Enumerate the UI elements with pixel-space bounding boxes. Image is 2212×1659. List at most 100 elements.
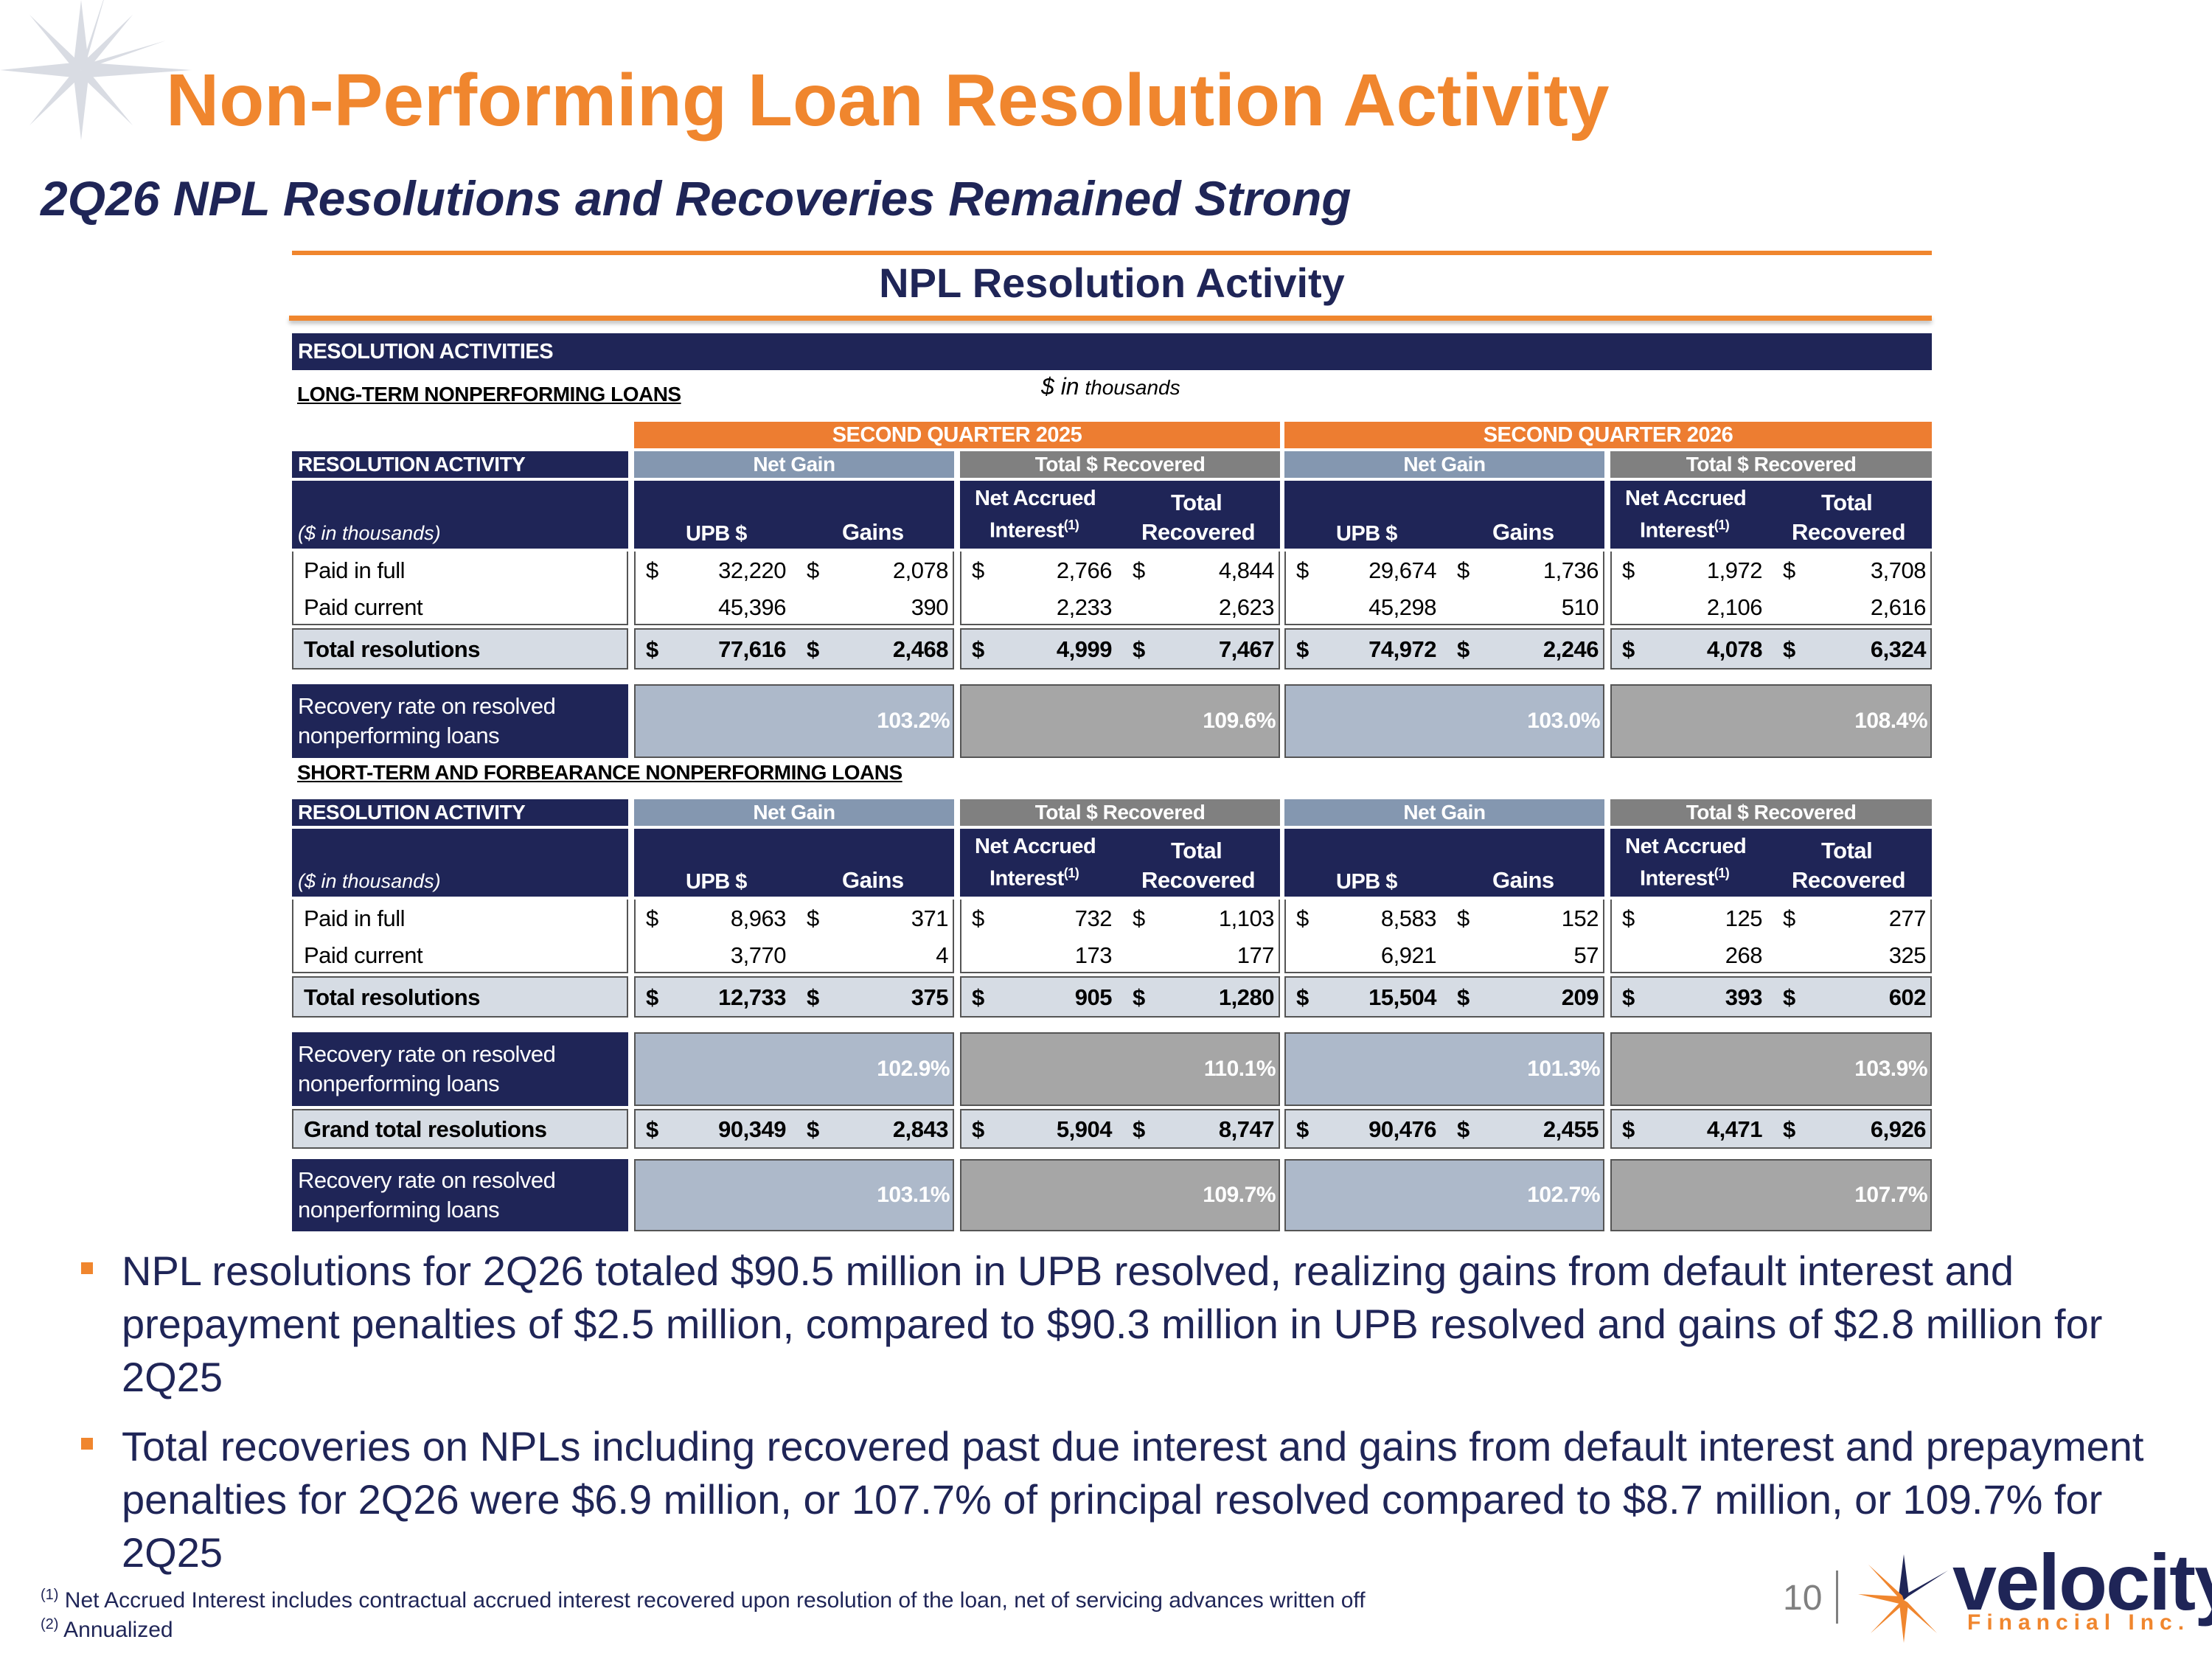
footnote-1: (1) Net Accrued Interest includes contra… bbox=[41, 1587, 1366, 1613]
dollar-sign: $ bbox=[1296, 1116, 1309, 1142]
resolution-activity-header: RESOLUTION ACTIVITY bbox=[292, 799, 628, 826]
dollar-sign: $ bbox=[1457, 557, 1470, 583]
recovery-rate-cell: 109.6% bbox=[960, 684, 1280, 758]
dollar-sign: $ bbox=[1783, 636, 1795, 662]
total-row-label-cell bbox=[292, 628, 628, 669]
total-row-value: 4,078 bbox=[1706, 636, 1763, 662]
table-row-value: 177 bbox=[1237, 942, 1275, 968]
recovery-rate-cell: 107.7% bbox=[1610, 1159, 1932, 1231]
interest-header: Interest(1) bbox=[1640, 518, 1730, 543]
total-row-value: 74,972 bbox=[1368, 636, 1436, 662]
logo-wordmark: velocity bbox=[1952, 1537, 2212, 1627]
recovery-rate-value: 102.7% bbox=[1527, 1183, 1600, 1207]
net-gain-header: Net Gain bbox=[634, 451, 954, 478]
footnote-1-mark: (1) bbox=[41, 1587, 59, 1603]
detail-rows-label-cell bbox=[292, 900, 628, 973]
recovery-rate-value: 110.1% bbox=[1203, 1057, 1276, 1081]
table-row-value: 8,963 bbox=[730, 905, 787, 931]
gains-column-header: Gains bbox=[1492, 867, 1554, 893]
total-row-value: 15,504 bbox=[1368, 984, 1436, 1010]
recovery-label-line: nonperforming loans bbox=[298, 723, 500, 748]
table-row-value: 1,736 bbox=[1543, 557, 1599, 583]
footnote-ref: (1) bbox=[1714, 866, 1730, 880]
total-recovered-header: Total $ Recovered bbox=[960, 799, 1280, 826]
recovery-rate-label: Recovery rate on resolved nonperforming l… bbox=[292, 1032, 628, 1106]
table-row-value: 510 bbox=[1561, 594, 1599, 620]
column-header-bg bbox=[1610, 481, 1932, 549]
table-row-value: 1,972 bbox=[1706, 557, 1763, 583]
table-row-value: 57 bbox=[1573, 942, 1599, 968]
recovery-rate-value: 103.9% bbox=[1854, 1057, 1927, 1081]
table-row-value: 732 bbox=[1074, 905, 1113, 931]
net-accrued-header: Net Accrued bbox=[975, 487, 1096, 510]
grand-total-row-value: 8,747 bbox=[1218, 1116, 1275, 1142]
total-row-value-cell bbox=[1610, 976, 1932, 1018]
footnote-ref: (1) bbox=[1063, 866, 1079, 880]
total-row-value: 1,280 bbox=[1218, 984, 1275, 1010]
bullet-item: Total recoveries on NPLs including recov… bbox=[81, 1420, 2205, 1579]
total-row-value: 6,324 bbox=[1870, 636, 1927, 662]
units-small: thousands bbox=[1079, 376, 1180, 399]
total-row-value: 7,467 bbox=[1218, 636, 1275, 662]
interest-label: Interest bbox=[990, 518, 1064, 543]
table-row-value: 2,233 bbox=[1056, 594, 1113, 620]
quarter-2026-header: SECOND QUARTER 2026 bbox=[1284, 422, 1932, 448]
dollar-sign: $ bbox=[1133, 905, 1145, 931]
detail-rows-value-cell bbox=[960, 900, 1280, 973]
total-row-value: 375 bbox=[911, 984, 949, 1010]
recovery-rate-value: 109.7% bbox=[1203, 1183, 1276, 1207]
recovery-rate-value: 108.4% bbox=[1854, 709, 1927, 733]
bullet-square-icon bbox=[81, 1262, 93, 1274]
column-header-bg bbox=[634, 829, 954, 897]
dollar-sign: $ bbox=[1133, 557, 1145, 583]
footnote-ref: (1) bbox=[1063, 518, 1079, 532]
total-row-label: Total resolutions bbox=[304, 984, 480, 1010]
recovery-rate-value: 101.3% bbox=[1527, 1057, 1600, 1081]
bullet-text: Total recoveries on NPLs including recov… bbox=[122, 1423, 2144, 1576]
dollar-sign: $ bbox=[1296, 636, 1309, 662]
interest-header: Interest(1) bbox=[990, 518, 1079, 543]
quarter-2025-header: SECOND QUARTER 2025 bbox=[634, 422, 1280, 448]
grand-total-row-value-cell bbox=[960, 1109, 1280, 1149]
column-header-bg bbox=[1284, 481, 1604, 549]
grand-total-row-label-cell bbox=[292, 1109, 628, 1149]
dollar-sign: $ bbox=[1296, 984, 1309, 1010]
table-row-value: 3,770 bbox=[730, 942, 787, 968]
footnote-ref: (1) bbox=[1714, 518, 1730, 532]
recovery-rate-cell: 109.7% bbox=[960, 1159, 1280, 1231]
grand-total-row-value: 4,471 bbox=[1706, 1116, 1763, 1142]
dollar-sign: $ bbox=[1783, 905, 1795, 931]
grand-total-row-value-cell bbox=[1610, 1109, 1932, 1149]
dollar-sign: $ bbox=[807, 1116, 819, 1142]
detail-rows-value-cell bbox=[634, 552, 954, 625]
recovery-rate-value: 103.0% bbox=[1527, 709, 1600, 733]
table-row-value: 29,674 bbox=[1368, 557, 1436, 583]
grand-total-row-value: 5,904 bbox=[1056, 1116, 1113, 1142]
dollar-sign: $ bbox=[1296, 557, 1309, 583]
total-row-value-cell bbox=[1284, 628, 1604, 669]
page-number: 10 bbox=[1783, 1579, 1823, 1618]
dollar-sign: $ bbox=[807, 557, 819, 583]
grand-total-row-value-cell bbox=[1284, 1109, 1604, 1149]
dollar-sign: $ bbox=[807, 636, 819, 662]
table-row-value: 268 bbox=[1725, 942, 1763, 968]
dollar-sign: $ bbox=[1133, 1116, 1145, 1142]
recovered-header: Recovered bbox=[1141, 867, 1256, 893]
units-big: $ in bbox=[1041, 373, 1079, 400]
star-decoration bbox=[0, 0, 192, 140]
net-accrued-header: Net Accrued bbox=[1625, 487, 1747, 510]
table-row-label: Paid current bbox=[304, 594, 423, 620]
total-recovered-header: Total $ Recovered bbox=[1610, 451, 1932, 478]
page-number-divider bbox=[1836, 1571, 1838, 1624]
table-row-label: Paid in full bbox=[304, 905, 406, 931]
footnote-2: (2) Annualized bbox=[41, 1616, 173, 1643]
table-row-label: Paid current bbox=[304, 942, 423, 968]
upb-column-header: UPB $ bbox=[1336, 870, 1397, 894]
gains-column-header: Gains bbox=[842, 519, 904, 545]
dollar-sign: $ bbox=[1622, 1116, 1635, 1142]
table-row-value: 277 bbox=[1888, 905, 1927, 931]
interest-header: Interest(1) bbox=[990, 866, 1079, 891]
table-row-value: 4,844 bbox=[1218, 557, 1275, 583]
interest-label: Interest bbox=[990, 866, 1064, 891]
total-header: Total bbox=[1821, 838, 1873, 863]
